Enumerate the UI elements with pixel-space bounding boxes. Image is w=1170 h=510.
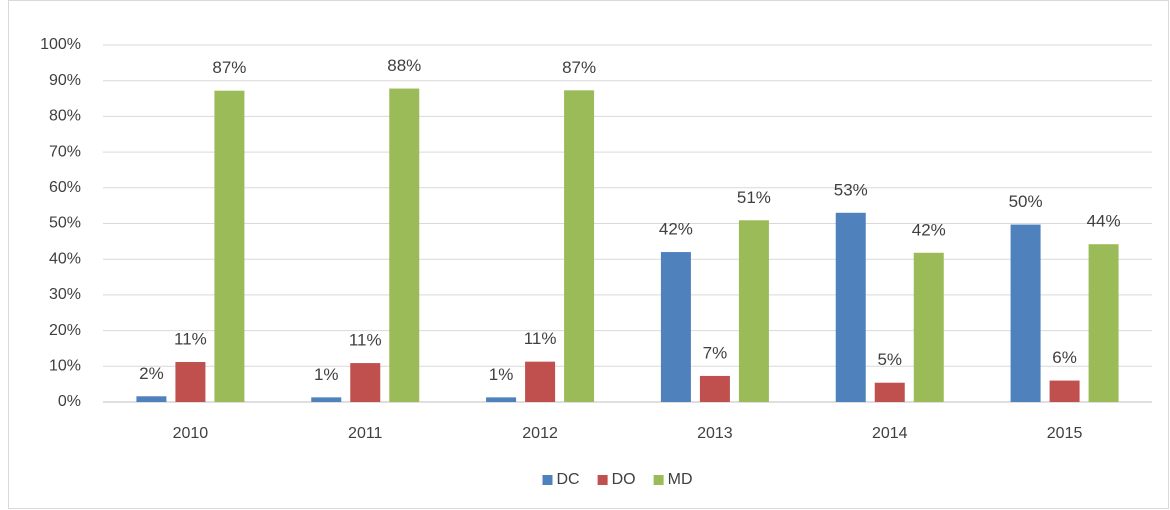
bar: [214, 90, 245, 403]
bar: [738, 220, 769, 402]
bar: [311, 397, 342, 402]
data-label: 7%: [703, 343, 728, 362]
y-tick-label: 10%: [49, 358, 81, 375]
bar: [1088, 244, 1119, 402]
bar: [525, 361, 556, 402]
bar: [136, 396, 167, 402]
data-label: 51%: [737, 188, 771, 207]
bar: [389, 88, 420, 402]
data-label: 87%: [212, 58, 246, 77]
legend-swatch: [542, 475, 553, 485]
bar: [350, 363, 381, 402]
data-label: 50%: [1009, 192, 1043, 211]
x-tick-label: 2011: [348, 425, 383, 442]
data-label: 11%: [349, 331, 382, 350]
bar: [564, 90, 595, 403]
data-label: 88%: [387, 56, 421, 75]
bar: [835, 212, 866, 402]
bar: [175, 362, 206, 402]
y-tick-label: 0%: [58, 393, 81, 410]
data-label: 53%: [834, 180, 868, 199]
y-tick-label: 30%: [49, 286, 81, 303]
bar: [913, 252, 944, 402]
legend-swatch: [597, 475, 608, 485]
data-label: 1%: [489, 365, 514, 384]
data-label: 2%: [139, 364, 164, 383]
y-tick-label: 40%: [49, 250, 81, 267]
data-label: 44%: [1087, 212, 1121, 231]
legend-label: MD: [668, 471, 693, 488]
y-tick-label: 80%: [49, 108, 81, 125]
bar: [699, 375, 730, 402]
bar: [874, 382, 905, 402]
bar: [1010, 224, 1041, 402]
data-label: 42%: [659, 220, 693, 239]
data-label: 11%: [524, 329, 557, 348]
y-tick-label: 50%: [49, 215, 81, 232]
x-tick-label: 2014: [872, 425, 908, 442]
data-label: 11%: [174, 330, 207, 349]
data-label: 87%: [562, 58, 596, 77]
legend-label: DO: [612, 471, 636, 488]
bar: [1049, 380, 1080, 402]
y-tick-label: 20%: [49, 322, 81, 339]
data-label: 5%: [877, 350, 902, 369]
data-label: 6%: [1052, 348, 1077, 367]
y-tick-label: 100%: [40, 36, 81, 53]
data-label: 42%: [912, 220, 946, 239]
bar: [660, 252, 691, 402]
legend-swatch: [653, 475, 664, 485]
x-tick-label: 2012: [522, 425, 558, 442]
data-label: 1%: [314, 365, 339, 384]
y-tick-label: 70%: [49, 143, 81, 160]
x-tick-label: 2015: [1047, 425, 1083, 442]
bar: [486, 397, 517, 402]
legend-label: DC: [557, 471, 580, 488]
y-tick-label: 60%: [49, 179, 81, 196]
y-tick-label: 90%: [49, 72, 81, 89]
x-tick-label: 2013: [697, 425, 733, 442]
x-tick-label: 2010: [173, 425, 209, 442]
